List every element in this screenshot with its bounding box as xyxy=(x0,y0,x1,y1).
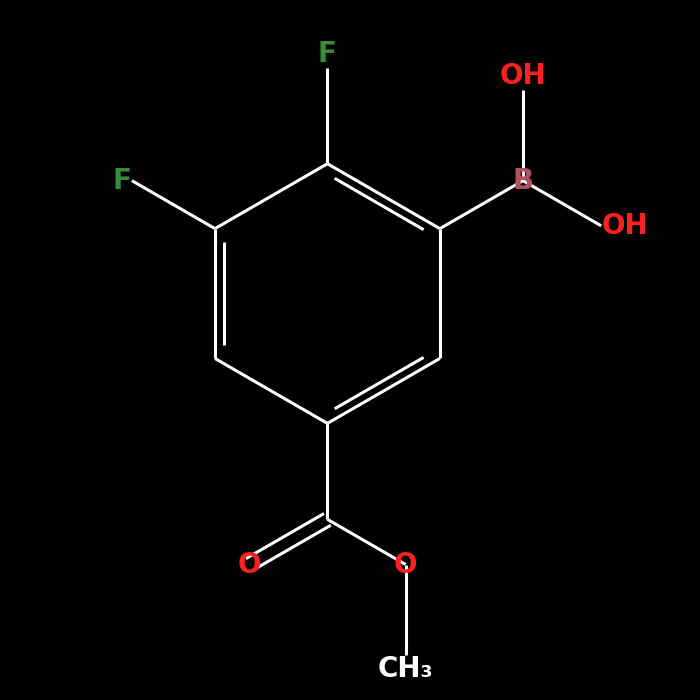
Text: OH: OH xyxy=(500,62,546,90)
Text: F: F xyxy=(113,167,132,195)
Text: O: O xyxy=(237,550,261,578)
Text: CH₃: CH₃ xyxy=(378,654,433,682)
Text: O: O xyxy=(394,550,417,578)
Text: B: B xyxy=(512,167,533,195)
Text: OH: OH xyxy=(601,212,648,240)
Text: F: F xyxy=(318,40,337,68)
